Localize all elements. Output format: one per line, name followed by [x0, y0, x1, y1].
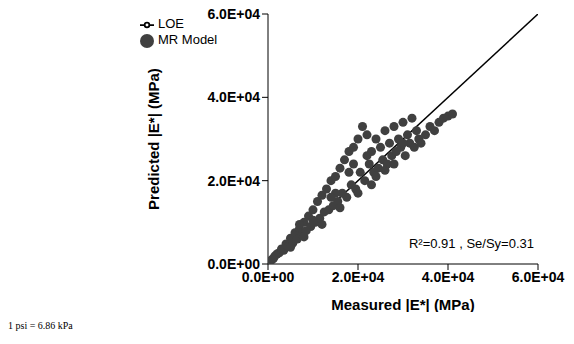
svg-text:2.0E+04: 2.0E+04	[332, 269, 385, 285]
svg-text:Measured |E*| (MPa): Measured |E*| (MPa)	[331, 296, 474, 312]
html-text:R²=0.91 , Se/Sy=0.31: R²=0.91 , Se/Sy=0.31	[409, 236, 534, 251]
html-text:LOE: LOE	[158, 16, 184, 31]
svg-text:6.0E+04: 6.0E+04	[512, 269, 565, 285]
svg-text:6.0E+04: 6.0E+04	[207, 6, 260, 22]
svg-text:4.0E+04: 4.0E+04	[422, 269, 475, 285]
svg-text:0.0E+00: 0.0E+00	[241, 268, 295, 285]
html-text:1 psi = 6.86 kPa: 1 psi = 6.86 kPa	[8, 320, 73, 331]
html-text:MR Model: MR Model	[158, 32, 218, 47]
svg-text:0.0E+00: 0.0E+00	[207, 256, 260, 272]
svg-text:2.0E+04: 2.0E+04	[207, 173, 260, 189]
svg-text:4.0E+04: 4.0E+04	[207, 89, 260, 105]
svg-text:Predicted |E*| (MPa): Predicted |E*| (MPa)	[145, 68, 162, 210]
